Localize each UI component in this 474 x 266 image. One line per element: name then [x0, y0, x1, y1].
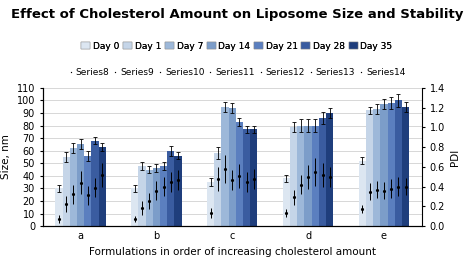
Bar: [373, 109, 380, 226]
Text: Effect of Cholesterol Amount on Liposome Size and Stability: Effect of Cholesterol Amount on Liposome…: [11, 8, 463, 21]
Bar: [160, 166, 167, 226]
Bar: [304, 126, 312, 226]
Bar: [77, 144, 84, 226]
Legend: Day 0, Day 1, Day 7, Day 14, Day 21, Day 28, Day 35: Day 0, Day 1, Day 7, Day 14, Day 21, Day…: [82, 42, 392, 51]
Bar: [319, 118, 326, 226]
Bar: [131, 188, 138, 226]
Bar: [236, 122, 243, 226]
Bar: [146, 169, 153, 226]
Bar: [312, 126, 319, 226]
Bar: [243, 129, 250, 226]
Bar: [228, 108, 236, 226]
X-axis label: Formulations in order of increasing cholesterol amount: Formulations in order of increasing chol…: [89, 247, 376, 256]
Bar: [153, 168, 160, 226]
Y-axis label: Size, nm: Size, nm: [1, 135, 11, 179]
Bar: [326, 113, 333, 226]
Bar: [55, 188, 63, 226]
Bar: [395, 100, 402, 226]
Legend: Series8, Series9, Series10, Series11, Series12, Series13, Series14: Series8, Series9, Series10, Series11, Se…: [69, 68, 405, 77]
Bar: [84, 156, 91, 226]
Bar: [250, 129, 257, 226]
Bar: [138, 166, 146, 226]
Bar: [167, 151, 174, 226]
Y-axis label: PDI: PDI: [450, 148, 460, 165]
Bar: [359, 161, 366, 226]
Bar: [366, 110, 373, 226]
Bar: [70, 148, 77, 226]
Bar: [99, 147, 106, 226]
Bar: [297, 126, 304, 226]
Bar: [402, 107, 409, 226]
Bar: [380, 104, 388, 226]
Bar: [221, 107, 228, 226]
Bar: [91, 141, 99, 226]
Bar: [388, 103, 395, 226]
Bar: [63, 157, 70, 226]
Bar: [214, 153, 221, 226]
Bar: [290, 127, 297, 226]
Bar: [174, 156, 182, 226]
Bar: [207, 182, 214, 226]
Bar: [283, 178, 290, 226]
